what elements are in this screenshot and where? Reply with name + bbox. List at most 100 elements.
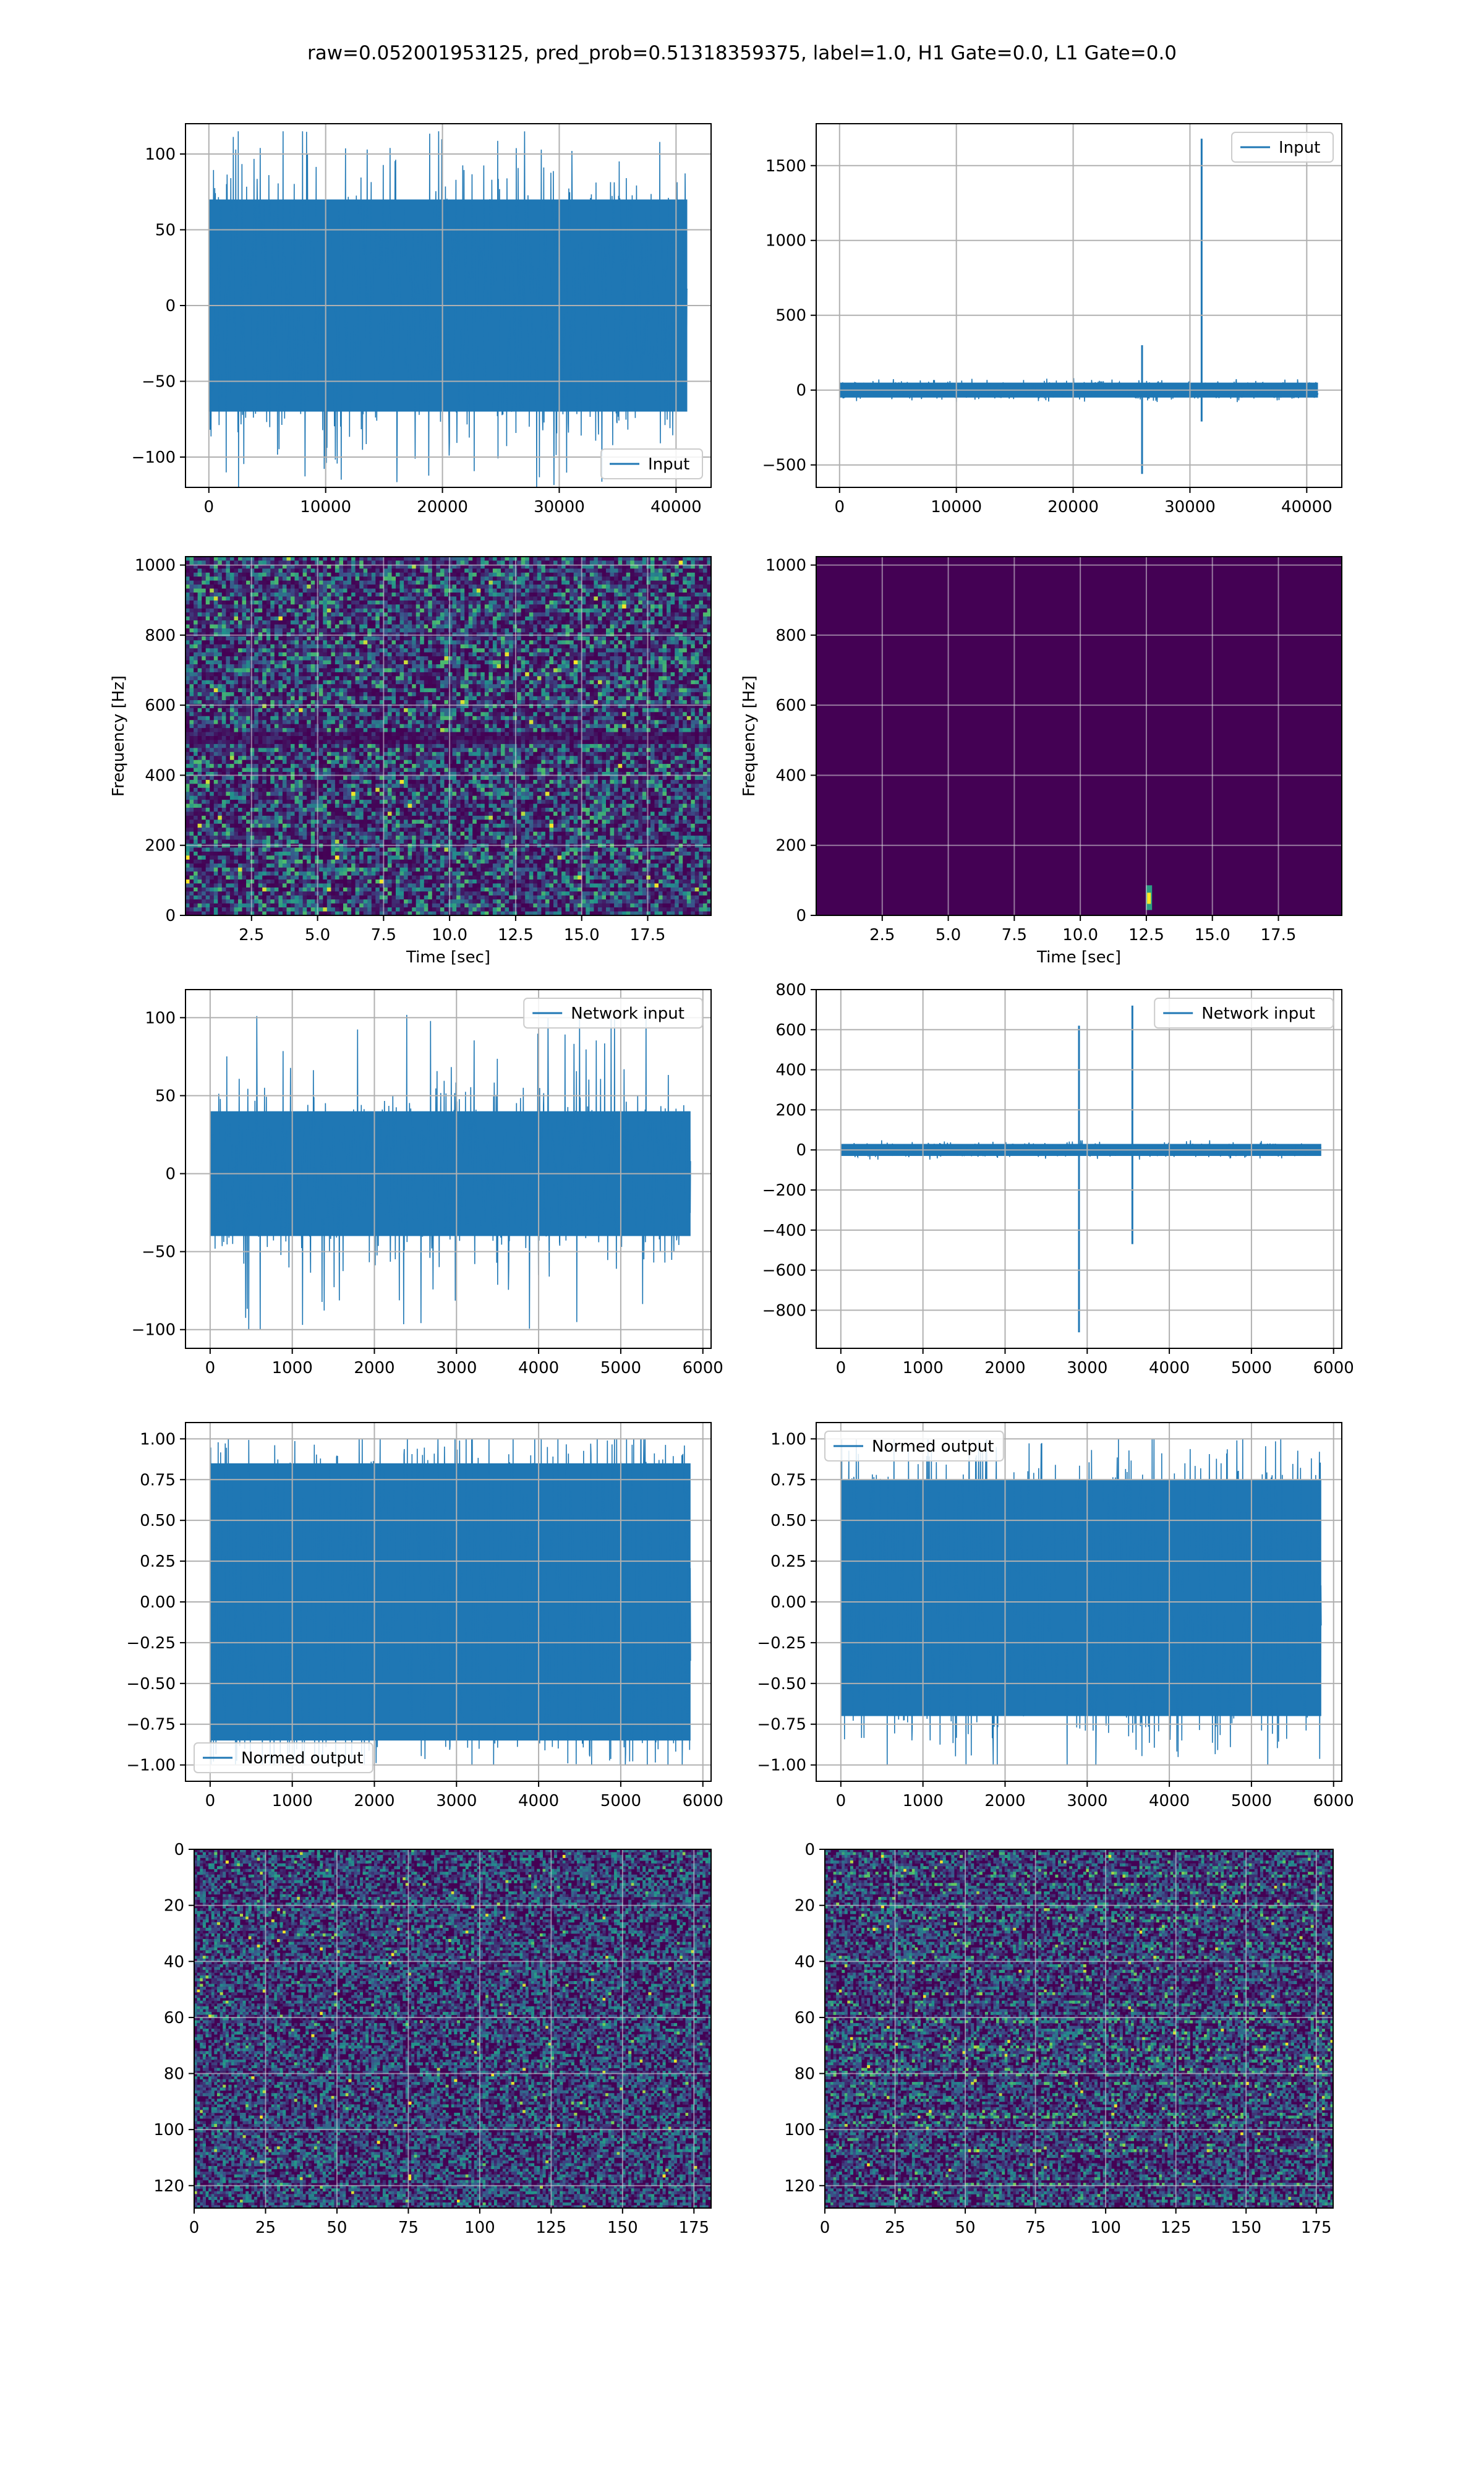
y-tick-label-1: −100: [132, 1321, 176, 1340]
y-tick-label-6: 0.25: [770, 1552, 806, 1571]
y-tick-label-7: 0.50: [770, 1512, 806, 1530]
y-tick-label-2: −50: [142, 373, 176, 392]
y-tick-label-5: 80: [795, 2065, 815, 2084]
y-tick-label-5: 1500: [765, 157, 806, 176]
plot-area: [816, 557, 1342, 915]
y-tick-label-2: −0.75: [757, 1716, 806, 1734]
legend-label: Normed output: [872, 1437, 994, 1456]
x-tick-label-5: 40000: [1281, 498, 1333, 516]
y-axis-label: Frequency [Hz]: [109, 675, 128, 797]
x-tick-label-4: 75: [1025, 2219, 1046, 2237]
chart-h1-input: 0 10000 20000 30000 40000 −100 −50 0 50 100 Input: [132, 123, 712, 516]
x-tick-label-6: 5000: [1231, 1359, 1272, 1377]
x-tick-label-4: 3000: [1067, 1359, 1107, 1377]
plot-area: [194, 1849, 711, 2208]
y-tick-label-3: 400: [775, 766, 806, 785]
x-tick-label-1: 0: [836, 1792, 846, 1810]
y-tick-label-3: 0: [165, 1165, 176, 1184]
legend-box: [1154, 998, 1334, 1029]
legend: Input: [1231, 132, 1334, 163]
y-tick-label-4: 1000: [765, 232, 806, 250]
y-tick-label-5: 0.00: [140, 1593, 176, 1612]
y-tick-label-4: 50: [155, 221, 176, 240]
y-tick-label-3: −0.50: [126, 1675, 176, 1693]
plot-area: [186, 557, 711, 915]
y-tick-label-4: −200: [762, 1181, 806, 1200]
x-tick-label-2: 25: [255, 2219, 276, 2237]
plot-area: [186, 124, 711, 487]
y-tick-label-3: 40: [795, 1953, 815, 1971]
x-tick-label-1: 2.5: [869, 926, 895, 944]
y-tick-label-2: −50: [142, 1243, 176, 1262]
y-tick-label-8: 0.75: [140, 1471, 176, 1489]
x-tick-label-6: 5000: [600, 1359, 641, 1377]
y-tick-label-1: 0: [796, 907, 806, 925]
x-tick-label-5: 12.5: [498, 926, 534, 944]
y-tick-label-5: 800: [775, 627, 806, 645]
axes-frame: [816, 556, 1342, 916]
x-tick-label-5: 100: [464, 2219, 495, 2237]
x-tick-label-7: 6000: [683, 1359, 723, 1377]
x-tick-label-8: 175: [1301, 2219, 1332, 2237]
axes-frame: [816, 123, 1342, 488]
y-tick-label-3: −400: [762, 1222, 806, 1240]
x-tick-label-2: 1000: [272, 1359, 313, 1377]
y-tick-label-3: 40: [164, 1953, 184, 1971]
waveform-line: [840, 1140, 1322, 1160]
y-tick-label-1: 0: [165, 907, 176, 925]
x-tick-label-1: 0: [835, 498, 845, 516]
x-tick-label-3: 50: [955, 2219, 976, 2237]
y-tick-label-4: 600: [145, 696, 176, 715]
legend: Network input: [1154, 998, 1334, 1029]
x-tick-label-6: 15.0: [564, 926, 600, 944]
y-tick-label-5: 800: [145, 627, 176, 645]
chart-l1-normed-output: 0 1000 2000 3000 4000 5000 6000 −1.00 −0.75 −0.50…: [757, 1422, 1354, 1810]
x-tick-label-2: 25: [885, 2219, 905, 2237]
x-tick-label-7: 6000: [683, 1792, 723, 1810]
y-tick-label-4: 600: [775, 696, 806, 715]
chart-l1-input: 0 10000 20000 30000 40000 −500 0 500 1000 1500 Inp…: [762, 123, 1342, 516]
waveform-line: [208, 131, 688, 487]
chart-l1-spectrogram: 2.5 5.0 7.5 10.0 12.5 15.0 17.5 0 200 400 600 800 10…: [740, 556, 1342, 967]
y-tick-label-1: −1.00: [757, 1757, 806, 1775]
legend: Network input: [523, 998, 703, 1029]
y-tick-label-6: 100: [153, 2121, 184, 2139]
x-tick-label-6: 15.0: [1195, 926, 1230, 944]
chart-l1-feature-map: 0 25 50 75 100 125 150 175 0 20 40 60 80 100 120: [784, 1841, 1334, 2237]
y-tick-label-2: −0.75: [126, 1716, 176, 1734]
legend-label: Input: [1279, 139, 1320, 157]
x-tick-label-3: 20000: [417, 498, 468, 516]
y-tick-label-7: 400: [775, 1061, 806, 1080]
x-tick-label-5: 4000: [518, 1792, 559, 1810]
waveform-line: [210, 1009, 691, 1330]
x-tick-label-7: 6000: [1313, 1792, 1354, 1810]
legend: Normed output: [194, 1742, 373, 1773]
y-tick-label-2: 200: [145, 837, 176, 855]
chart-h1-network-input: 0 1000 2000 3000 4000 5000 6000 −100 −50 0 50 100 Ne…: [132, 989, 723, 1377]
x-tick-label-1: 0: [836, 1359, 846, 1377]
y-tick-label-5: 100: [145, 145, 176, 164]
y-tick-label-6: 0.25: [140, 1552, 176, 1571]
y-tick-label-1: −1.00: [126, 1757, 176, 1775]
x-tick-label-7: 150: [1230, 2219, 1261, 2237]
x-tick-label-4: 30000: [1164, 498, 1216, 516]
x-tick-label-3: 20000: [1047, 498, 1099, 516]
x-tick-label-2: 1000: [272, 1792, 313, 1810]
legend-label: Network input: [1201, 1004, 1315, 1023]
y-tick-label-1: −500: [762, 456, 806, 475]
x-axis-label: Time [sec]: [1036, 948, 1121, 967]
y-tick-label-7: 120: [784, 2177, 815, 2196]
x-tick-label-3: 50: [326, 2219, 347, 2237]
y-tick-label-2: −600: [762, 1262, 806, 1280]
x-tick-label-6: 125: [1161, 2219, 1192, 2237]
spectrogram-hotspot-core: [1147, 892, 1151, 904]
x-tick-label-5: 100: [1090, 2219, 1121, 2237]
x-tick-label-4: 75: [398, 2219, 419, 2237]
plot-area: [186, 1423, 711, 1781]
legend-box: [1231, 132, 1334, 163]
y-tick-label-1: −800: [762, 1301, 806, 1320]
y-tick-label-5: 0: [796, 1141, 806, 1160]
plot-area: [816, 990, 1342, 1348]
plot-area: [816, 124, 1342, 487]
